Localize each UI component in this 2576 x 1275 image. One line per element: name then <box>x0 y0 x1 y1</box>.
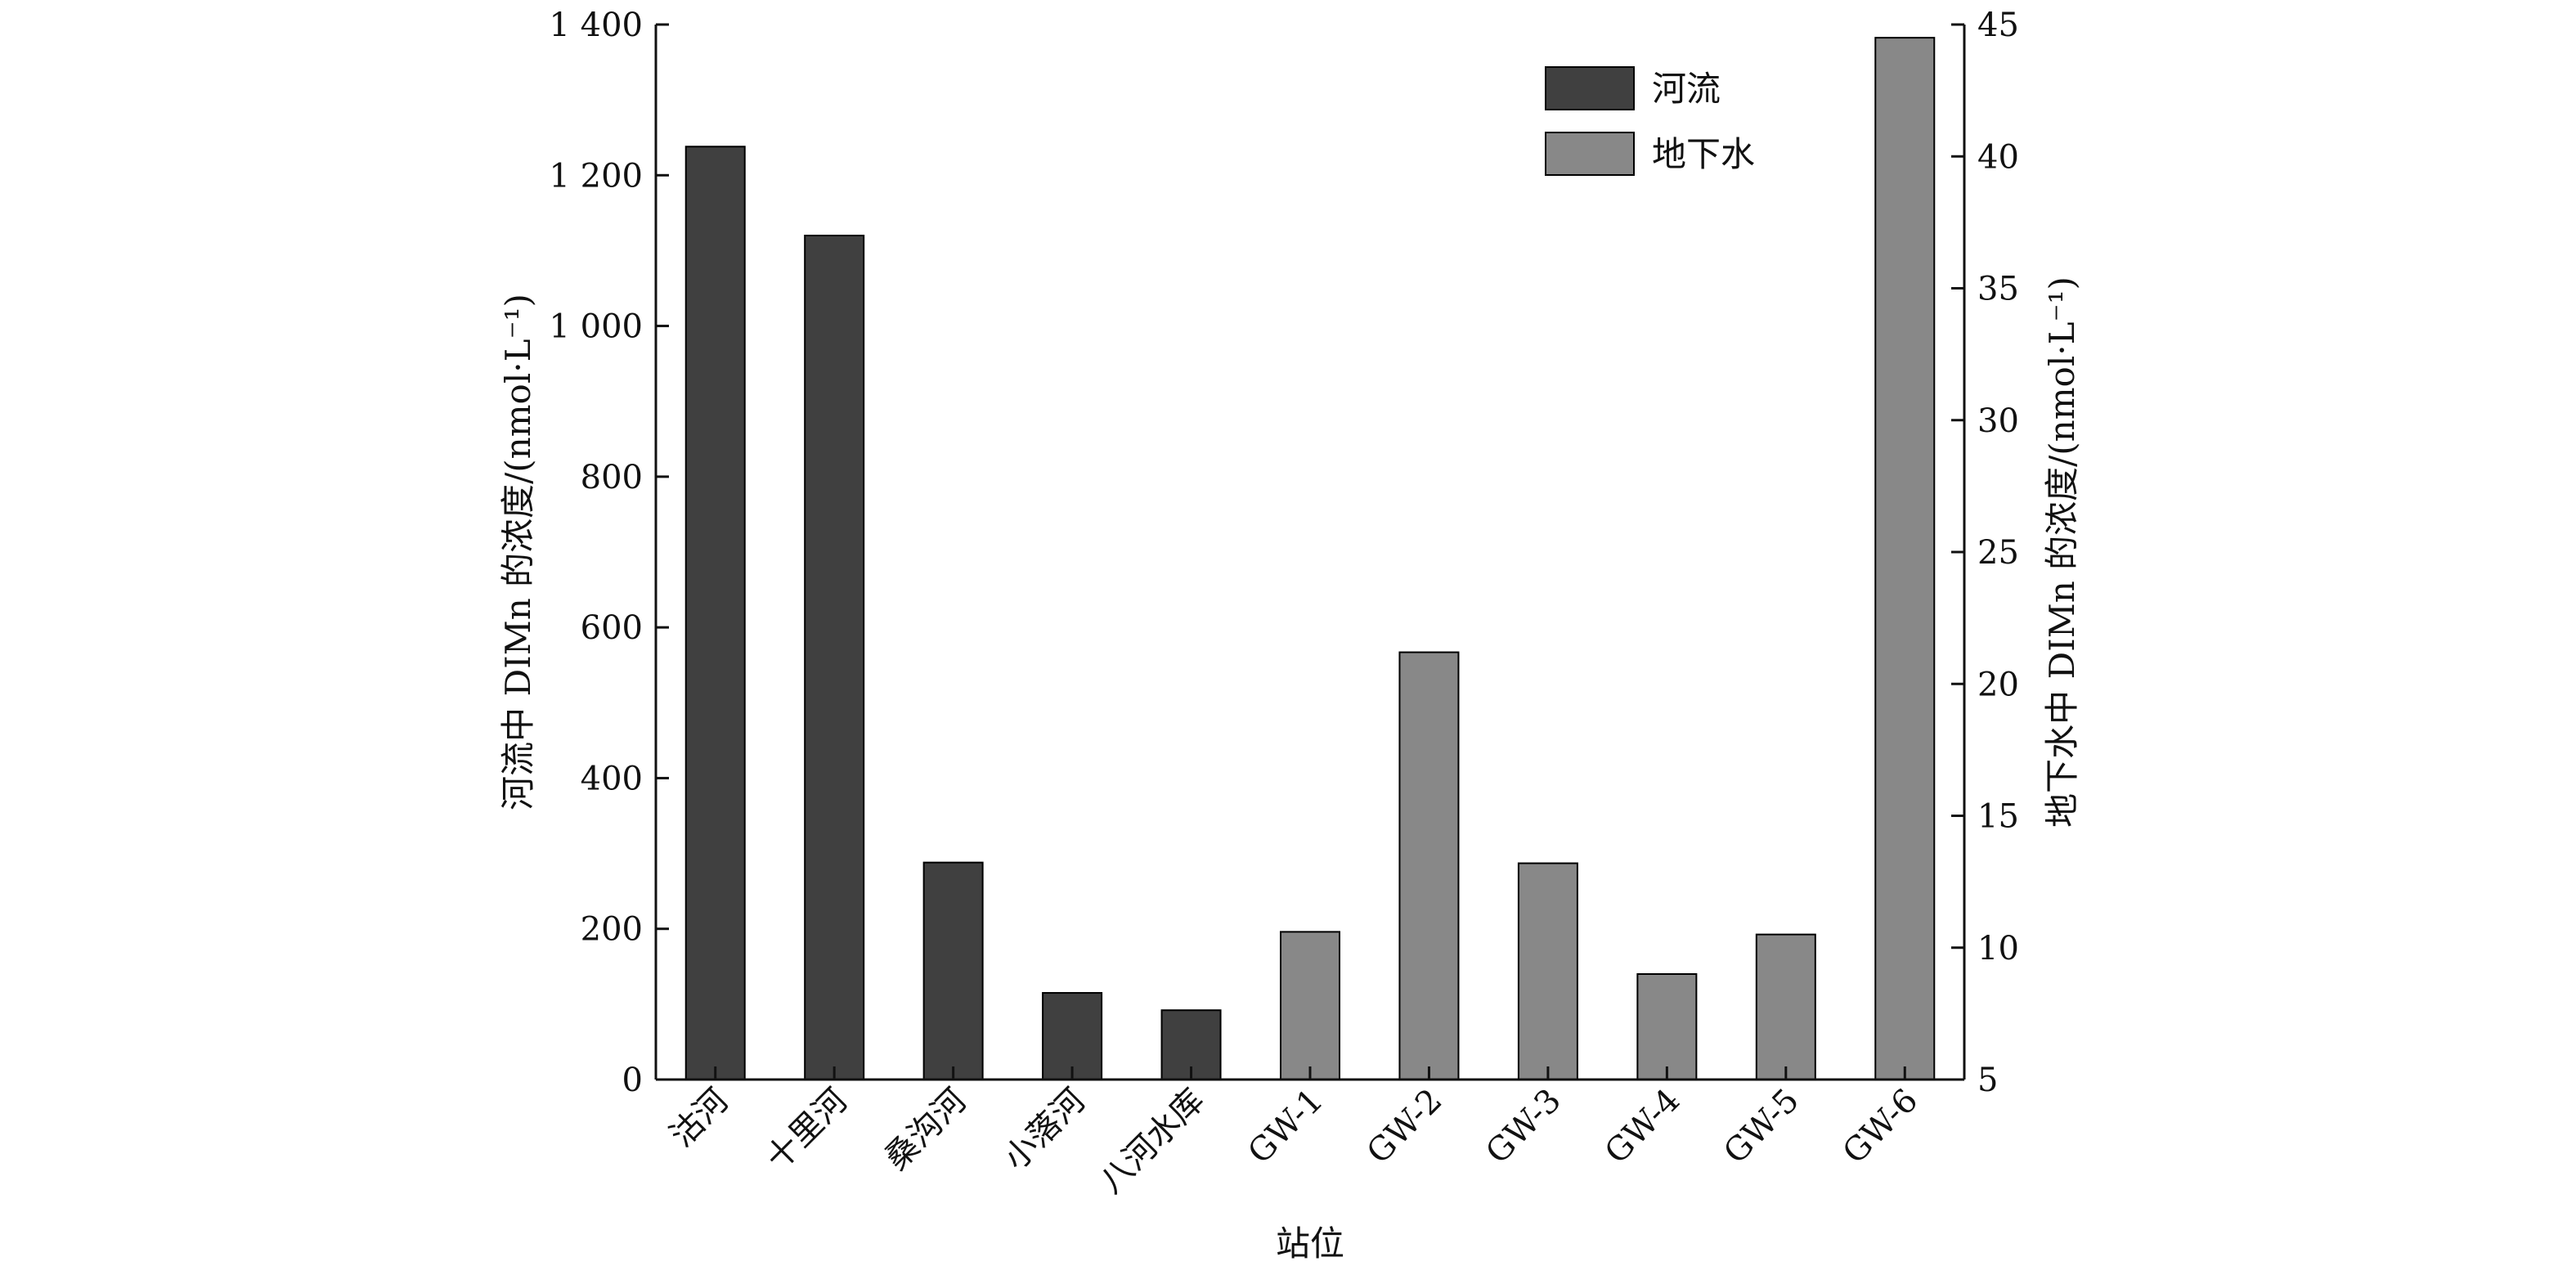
left-tick-label: 1 400 <box>549 7 643 44</box>
legend-label: 地下水 <box>1652 134 1755 174</box>
bar-GW-4 <box>1636 973 1698 1080</box>
bar-GW-2 <box>1398 651 1460 1080</box>
x-tick-label: 十里河 <box>759 1082 855 1178</box>
x-axis-title: 站位 <box>1276 1223 1344 1264</box>
right-tick-label: 35 <box>1977 271 2019 308</box>
right-tick-label: 25 <box>1977 534 2019 572</box>
bar-GW-1 <box>1280 931 1340 1081</box>
legend-label: 河流 <box>1652 69 1721 109</box>
right-tick-label: 20 <box>1977 666 2019 703</box>
right-tick-label: 30 <box>1977 402 2019 440</box>
x-tick-label: GW-4 <box>1598 1082 1688 1172</box>
bar-沽河 <box>684 146 746 1080</box>
left-axis-title: 河流中 DIMn 的浓度/(nmol·L⁻¹) <box>498 294 538 810</box>
left-tick-label: 200 <box>581 911 643 949</box>
left-tick-label: 400 <box>581 760 643 797</box>
right-tick-label: 5 <box>1977 1062 1998 1099</box>
bar-小落河 <box>1042 992 1103 1081</box>
left-tick-label: 1 200 <box>549 157 643 195</box>
x-tick-label: 小落河 <box>997 1082 1093 1178</box>
x-tick-label: GW-2 <box>1360 1082 1450 1172</box>
left-tick-label: 1 000 <box>549 308 643 346</box>
bar-GW-5 <box>1755 933 1816 1080</box>
x-tick-label: GW-1 <box>1241 1082 1331 1172</box>
x-tick-label: 沽河 <box>663 1082 736 1155</box>
legend-swatch-地下水 <box>1545 132 1635 176</box>
right-tick-label: 40 <box>1977 138 2019 176</box>
x-tick-label: 八河水库 <box>1093 1082 1212 1201</box>
legend-swatch-河流 <box>1545 66 1635 110</box>
right-axis-title: 地下水中 DIMn 的浓度/(nmol·L⁻¹) <box>2042 276 2082 828</box>
bar-十里河 <box>804 235 865 1080</box>
x-tick-label: 桑沟河 <box>877 1082 973 1178</box>
x-tick-label: GW-3 <box>1479 1082 1568 1172</box>
left-tick-label: 0 <box>622 1062 643 1099</box>
bar-GW-3 <box>1517 862 1578 1081</box>
right-tick-label: 15 <box>1977 798 2019 836</box>
right-tick-label: 45 <box>1977 7 2019 44</box>
left-tick-label: 800 <box>581 459 643 496</box>
bar-GW-6 <box>1874 37 1936 1080</box>
x-tick-label: GW-6 <box>1836 1082 1926 1172</box>
right-tick-label: 10 <box>1977 930 2019 967</box>
x-tick-label: GW-5 <box>1717 1082 1806 1172</box>
left-tick-label: 600 <box>581 609 643 647</box>
bar-桑沟河 <box>922 861 984 1080</box>
